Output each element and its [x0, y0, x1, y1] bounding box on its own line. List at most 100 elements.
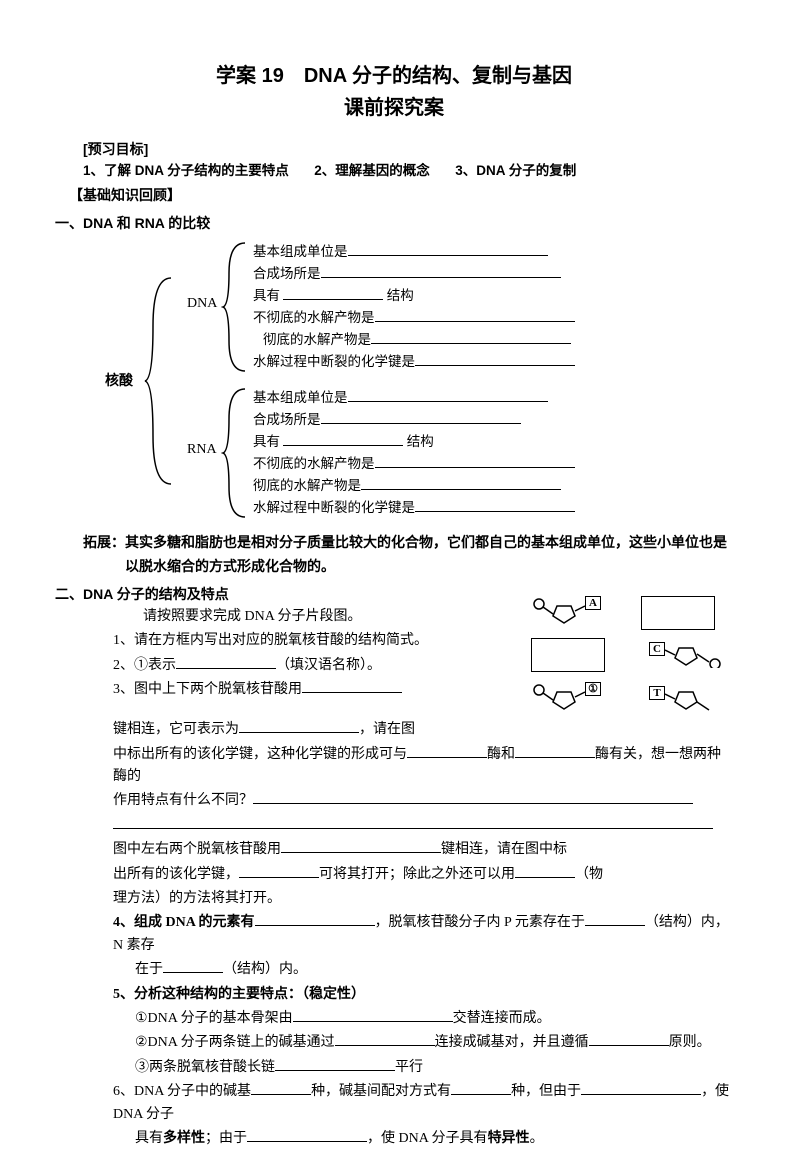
leaf-a1-text: 基本组成单位是	[253, 244, 348, 259]
leaf-b6-text: 水解过程中断裂的化学键是	[253, 500, 415, 515]
blank[interactable]	[335, 1045, 435, 1046]
blank[interactable]	[375, 467, 575, 468]
blank[interactable]	[176, 668, 276, 669]
objective-3: 3、DNA 分子的复制	[455, 163, 576, 178]
q1: 1、请在方框内写出对应的脱氧核苷酸的结构简式。	[113, 630, 475, 652]
tree-root-label: 核酸	[105, 369, 133, 391]
blank[interactable]	[348, 255, 548, 256]
blank[interactable]	[321, 423, 521, 424]
empty-box-top-right[interactable]	[641, 596, 715, 630]
q5-1: ①DNA 分子的基本骨架由交替连接而成。	[113, 1008, 733, 1030]
q3b1a: 图中左右两个脱氧核苷酸用	[113, 842, 281, 857]
blank[interactable]	[255, 925, 375, 926]
blank[interactable]	[415, 365, 575, 366]
blank[interactable]	[415, 511, 575, 512]
leaf-a3b-text: 结构	[387, 288, 414, 303]
blank[interactable]	[348, 401, 548, 402]
blank[interactable]	[293, 1021, 453, 1022]
q3l4: 作用特点有什么不同？	[113, 793, 253, 808]
blank[interactable]	[239, 732, 359, 733]
q52b: 连接成碱基对，并且遵循	[435, 1035, 589, 1050]
q6f: ；由于	[205, 1131, 247, 1146]
blank[interactable]	[163, 972, 223, 973]
rna-leaf-3: 具有 结构	[253, 431, 434, 453]
blank[interactable]	[283, 445, 403, 446]
blank[interactable]	[585, 925, 645, 926]
base-review-heading: 【基础知识回顾】	[55, 184, 733, 206]
leaf-a5-text: 彻底的水解产物是	[263, 332, 371, 347]
blank[interactable]	[247, 1141, 367, 1142]
leaf-b3b-text: 结构	[407, 434, 434, 449]
leaf-a3a-text: 具有	[253, 288, 280, 303]
dna-leaf-5: 彻底的水解产物是	[253, 329, 571, 351]
q3l3b: 酶和	[487, 747, 515, 762]
sec1-num: 一、	[55, 215, 83, 231]
blank[interactable]	[275, 1070, 395, 1071]
q2a: 2、①表示	[113, 658, 176, 673]
leaf-b4-text: 不彻底的水解产物是	[253, 456, 375, 471]
q3l3a: 中标出所有的该化学键，这种化学键的形成可与	[113, 747, 407, 762]
expand-line2: 以脱水缩合的方式形成化合物的。	[55, 555, 733, 577]
q6-l1: 6、DNA 分子中的碱基种，碱基间配对方式有种，但由于，使 DNA 分子	[113, 1081, 733, 1126]
blank[interactable]	[515, 757, 595, 758]
blank[interactable]	[321, 277, 561, 278]
dna-leaf-3: 具有 结构	[253, 285, 414, 307]
sec2-num: 二、	[55, 586, 83, 602]
blank[interactable]	[113, 828, 713, 829]
blank[interactable]	[451, 1094, 511, 1095]
dna-leaf-2: 合成场所是	[253, 263, 561, 285]
blank[interactable]	[361, 489, 561, 490]
objective-1: 1、了解 DNA 分子结构的主要特点	[83, 163, 289, 178]
leaf-b1-text: 基本组成单位是	[253, 390, 348, 405]
page-title: 学案 19 DNA 分子的结构、复制与基因	[55, 60, 733, 92]
q3-l3: 中标出所有的该化学键，这种化学键的形成可与酶和酶有关，想一想两种酶的	[113, 744, 733, 789]
q2: 2、①表示（填汉语名称）。	[113, 655, 475, 677]
blank[interactable]	[581, 1094, 701, 1095]
leaf-a6-text: 水解过程中断裂的化学键是	[253, 354, 415, 369]
q52c: 原则。	[669, 1035, 711, 1050]
q6-diversity: 多样性	[163, 1131, 205, 1146]
leaf-b2-text: 合成场所是	[253, 412, 321, 427]
blank[interactable]	[375, 321, 575, 322]
q5-stable: 稳定性	[309, 987, 351, 1002]
rna-leaf-4: 不彻底的水解产物是	[253, 453, 575, 475]
q51b: 交替连接而成。	[453, 1011, 551, 1026]
blank[interactable]	[251, 1094, 311, 1095]
blank[interactable]	[283, 299, 383, 300]
leaf-a2-text: 合成场所是	[253, 266, 321, 281]
blank[interactable]	[239, 877, 319, 878]
brace-rna	[221, 387, 249, 519]
blank[interactable]	[253, 803, 693, 804]
blank[interactable]	[589, 1045, 669, 1046]
q5-head: 5、分析这种结构的主要特点：（稳定性）	[113, 984, 733, 1006]
q6b: 种，碱基间配对方式有	[311, 1084, 451, 1099]
sec1-title: DNA 和 RNA 的比较	[83, 215, 210, 231]
blank[interactable]	[281, 852, 441, 853]
blank[interactable]	[371, 343, 571, 344]
blank[interactable]	[515, 877, 575, 878]
q3-l4: 作用特点有什么不同？	[113, 790, 733, 812]
q3b-l2: 出所有的该化学键，可将其打开；除此之外还可以用（物	[113, 864, 733, 886]
q5b: ）	[351, 987, 365, 1002]
q53b: 平行	[395, 1060, 423, 1075]
blank[interactable]	[407, 757, 487, 758]
q3-l2: 键相连，它可表示为，请在图	[113, 719, 733, 741]
q3-l1: 3、图中上下两个脱氧核苷酸用	[113, 679, 475, 701]
objectives-row: 1、了解 DNA 分子结构的主要特点 2、理解基因的概念 3、DNA 分子的复制	[55, 160, 733, 183]
empty-box-mid-left[interactable]	[531, 638, 605, 672]
q6a: 6、DNA 分子中的碱基	[113, 1084, 251, 1099]
dna-leaf-1: 基本组成单位是	[253, 241, 548, 263]
rna-leaf-6: 水解过程中断裂的化学键是	[253, 497, 575, 519]
dna-leaf-6: 水解过程中断裂的化学键是	[253, 351, 575, 373]
q4b: ，脱氧核苷酸分子内 P 元素存在于	[375, 915, 585, 930]
q3b-l3: 理方法）的方法将其打开。	[113, 888, 733, 910]
expand-text1: 其实多糖和脂肪也是相对分子质量比较大的化合物，它们都自己的基本组成单位，这些小单…	[125, 534, 727, 550]
blank[interactable]	[302, 692, 402, 693]
q3l2b: ，请在图	[359, 722, 415, 737]
rna-leaf-5: 彻底的水解产物是	[253, 475, 561, 497]
leaf-b5-text: 彻底的水解产物是	[253, 478, 361, 493]
q6e: 具有	[135, 1131, 163, 1146]
q6h: 。	[530, 1131, 544, 1146]
q3b2b: 可将其打开；除此之外还可以用	[319, 867, 515, 882]
q3b1b: 键相连，请在图中标	[441, 842, 567, 857]
